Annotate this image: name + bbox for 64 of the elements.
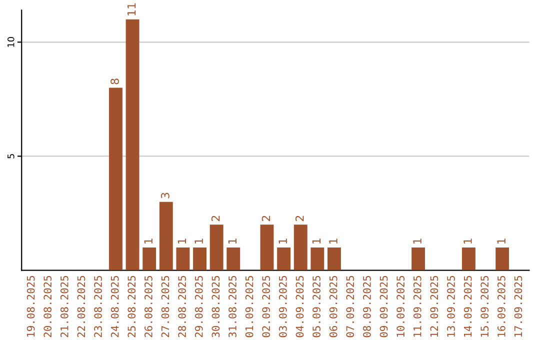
bar (310, 247, 324, 270)
bar (412, 247, 425, 270)
data-label: 1 (464, 238, 472, 244)
x-tick-label: 20.08.2025 (44, 276, 52, 338)
x-tick-label: 04.09.2025 (296, 276, 304, 338)
x-tick-label: 08.09.2025 (363, 276, 371, 338)
x-tick-label: 17.09.2025 (514, 276, 522, 337)
data-label: 1 (278, 238, 287, 244)
x-tick-label: 15.09.2025 (480, 276, 489, 337)
x-tick-label: 03.09.2025 (278, 276, 287, 338)
data-label: 1 (497, 238, 506, 244)
bar (462, 247, 476, 270)
x-tick-label: 02.09.2025 (262, 276, 270, 338)
x-tick-label: 24.08.2025 (110, 276, 119, 338)
x-tick-label: 28.08.2025 (178, 276, 186, 338)
bar (277, 247, 291, 270)
x-tick-label: 27.08.2025 (161, 276, 170, 338)
bar (176, 247, 190, 270)
bar (294, 224, 308, 270)
x-tick-label: 13.09.2025 (447, 276, 455, 337)
data-label: 1 (178, 238, 186, 244)
x-tick-label: 19.08.2025 (26, 276, 35, 337)
x-tick-label: 01.09.2025 (245, 276, 254, 338)
x-tick-label: 21.08.2025 (60, 276, 68, 338)
data-label: 1 (413, 238, 422, 244)
x-tick-label: 05.09.2025 (312, 276, 320, 338)
x-tick-label: 12.09.2025 (430, 276, 438, 337)
bar (496, 247, 510, 270)
data-label: 8 (110, 78, 119, 84)
bar (210, 224, 224, 270)
x-tick-label: 26.08.2025 (144, 276, 152, 338)
bar (109, 88, 122, 270)
x-tick-label: 31.08.2025 (228, 276, 236, 338)
y-tick-label: 5 (8, 154, 14, 158)
bar (126, 19, 140, 270)
x-tick-label: 23.08.2025 (94, 276, 102, 338)
data-label: 2 (211, 216, 220, 222)
data-label: 1 (329, 238, 338, 244)
bar (328, 247, 341, 270)
x-tick-label: 11.09.2025 (413, 276, 422, 337)
x-tick-label: 30.08.2025 (212, 276, 220, 338)
bar (142, 247, 156, 270)
x-tick-label: 16.09.2025 (497, 276, 506, 337)
x-tick-label: 22.08.2025 (77, 276, 86, 338)
data-label: 1 (194, 238, 203, 244)
data-label: 2 (262, 216, 270, 222)
x-tick-label: 29.08.2025 (194, 276, 203, 338)
data-label: 2 (295, 216, 304, 222)
x-tick-label: 14.09.2025 (464, 276, 472, 337)
data-label: 1 (312, 238, 320, 244)
bar (226, 247, 240, 270)
x-tick-label: 06.09.2025 (329, 276, 338, 338)
y-tick-label: 10 (7, 37, 14, 47)
data-label: 1 (228, 238, 236, 244)
bar (159, 202, 173, 270)
x-tick-label: 10.09.2025 (396, 276, 405, 337)
bar (260, 224, 274, 270)
data-label: 11 (128, 3, 136, 16)
x-tick-label: 07.09.2025 (346, 276, 354, 338)
bar (193, 247, 206, 270)
data-label: 1 (144, 238, 152, 244)
x-tick-label: 09.09.2025 (380, 276, 388, 338)
data-label: 3 (160, 192, 170, 198)
x-tick-label: 25.08.2025 (128, 276, 136, 338)
